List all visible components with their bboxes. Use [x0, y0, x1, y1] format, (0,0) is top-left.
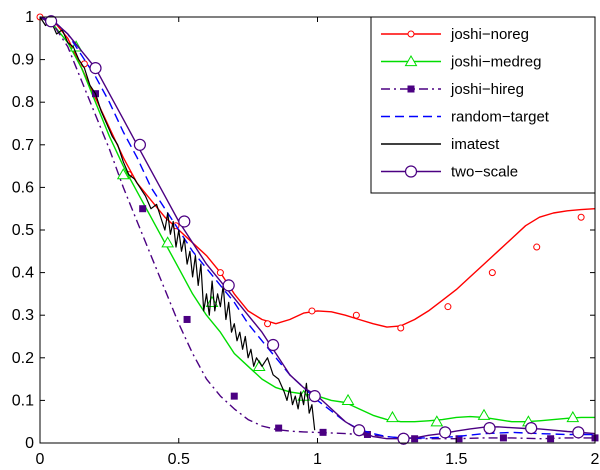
series-marker — [430, 415, 444, 427]
x-tick-label: 1 — [313, 451, 322, 468]
x-tick-label: 0 — [36, 451, 45, 468]
series-marker — [44, 15, 58, 28]
series-marker — [116, 168, 130, 180]
legend-label: joshi−hireg — [450, 81, 524, 98]
series-line — [39, 16, 596, 328]
series-marker — [89, 62, 102, 75]
series-marker — [230, 392, 238, 400]
legend-label: random−target — [451, 109, 550, 126]
y-tick-label: 1 — [25, 9, 34, 26]
series-marker — [319, 428, 327, 436]
y-tick-label: 0.6 — [12, 179, 34, 196]
legend-marker — [407, 30, 415, 38]
series-marker — [216, 269, 224, 277]
series-marker — [444, 303, 452, 311]
series-marker — [386, 410, 399, 423]
legend-marker — [407, 85, 415, 93]
series-marker — [308, 307, 316, 315]
series-marker — [488, 269, 496, 277]
legend-label: imatest — [451, 136, 500, 153]
legend-marker — [404, 54, 418, 67]
series-marker — [183, 315, 191, 323]
y-tick-label: 0.4 — [12, 265, 34, 282]
legend-box — [370, 16, 596, 194]
series-marker — [439, 426, 452, 439]
legend: joshi−noreg joshi−medreg joshi−hireg random… — [370, 16, 596, 194]
series-marker — [139, 205, 147, 213]
series-marker — [483, 421, 496, 435]
series-marker — [308, 390, 321, 403]
legend-marker — [404, 165, 418, 178]
series-marker — [572, 426, 585, 439]
series-marker — [547, 435, 555, 443]
series-marker — [533, 243, 541, 251]
series-marker — [275, 424, 283, 432]
series-marker — [353, 424, 366, 437]
y-tick-label: 0 — [25, 435, 34, 452]
series-marker — [397, 432, 410, 445]
y-tick-label: 0.8 — [12, 94, 34, 111]
series-5 — [39, 15, 596, 445]
y-tick-label: 0.5 — [12, 222, 34, 239]
y-tick-label: 0.9 — [12, 52, 34, 69]
series-marker — [566, 410, 580, 423]
series-marker — [267, 338, 280, 352]
series-marker — [341, 393, 355, 406]
x-tick-label: 2 — [591, 451, 600, 468]
y-tick-label: 0.2 — [12, 350, 34, 367]
series-marker — [499, 434, 507, 442]
series-line — [39, 16, 316, 431]
y-tick-label: 0.1 — [12, 392, 34, 409]
series-marker — [222, 279, 235, 292]
series-marker — [161, 236, 175, 248]
legend-label: joshi−medreg — [450, 54, 541, 71]
series-marker — [397, 324, 405, 332]
legend-label: two−scale — [451, 164, 518, 181]
x-tick-label: 1.5 — [445, 451, 467, 468]
series-marker — [205, 295, 219, 308]
y-tick-label: 0.7 — [12, 137, 34, 154]
series-marker — [264, 320, 272, 328]
series-marker — [577, 213, 585, 221]
series-marker — [411, 435, 419, 443]
axis-layer: 0 0.5 1 1.5 2 0 0.1 0.2 0.3 0.4 0.5 0.6 0.7 0.8 0.9 1 — [12, 9, 600, 468]
series-marker — [178, 215, 191, 228]
series-marker — [352, 311, 360, 319]
series-marker — [525, 421, 538, 435]
series-marker — [133, 138, 146, 151]
y-tick-label: 0.3 — [12, 307, 34, 324]
series-layer — [36, 13, 599, 445]
series-4 — [39, 16, 316, 431]
x-tick-label: 0.5 — [168, 451, 190, 468]
series-marker — [477, 408, 491, 420]
legend-label: joshi−noreg — [450, 26, 529, 43]
